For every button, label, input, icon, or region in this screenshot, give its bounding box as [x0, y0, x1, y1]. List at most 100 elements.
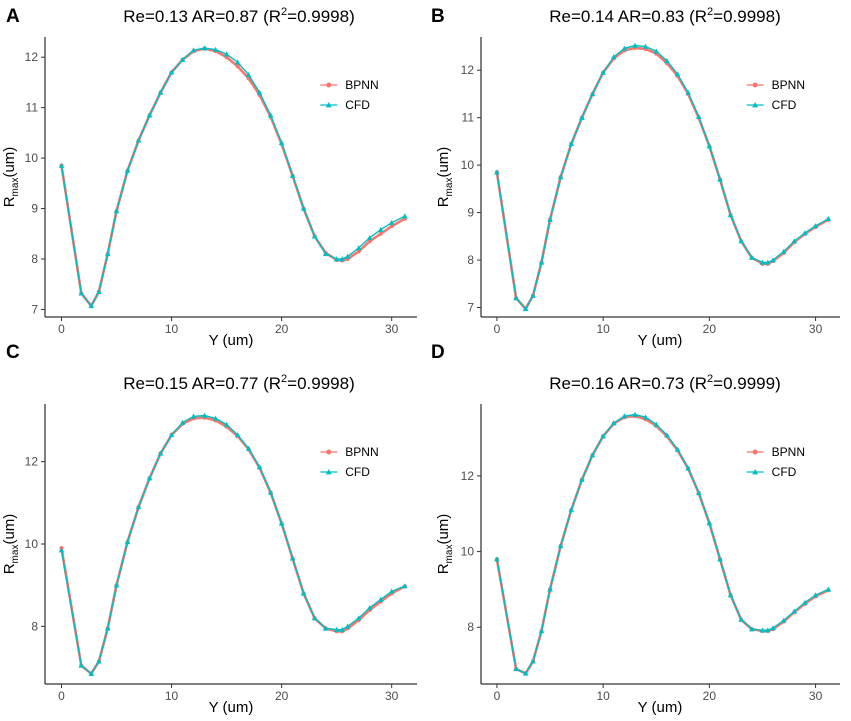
data-point-cfd [695, 113, 702, 119]
data-point-cfd [791, 608, 798, 614]
data-point-cfd [632, 42, 638, 48]
data-point-cfd [333, 256, 340, 262]
data-point-cfd [749, 254, 755, 260]
data-point-cfd [642, 414, 649, 420]
data-point-cfd [522, 306, 529, 312]
data-point-cfd [727, 212, 734, 218]
legend-label: BPNN [772, 78, 805, 92]
data-point-cfd [104, 625, 111, 631]
data-point-cfd [547, 216, 553, 222]
data-point-cfd [355, 615, 362, 621]
y-axis-title: Rmax(um) [1, 147, 21, 208]
legend-key-marker [752, 82, 758, 88]
y-tick-label: 8 [467, 620, 474, 634]
data-point-cfd [377, 596, 384, 602]
data-point-cfd [168, 432, 175, 438]
data-point-cfd [825, 215, 832, 222]
data-point-cfd [621, 413, 628, 419]
data-point-cfd [494, 556, 500, 562]
data-point-cfd [653, 421, 660, 427]
panel-b: B Re=0.14 AR=0.83 (R2=0.9998) 0 10 20 30 7 8 9 10… [431, 6, 840, 349]
data-point-cfd [589, 91, 596, 97]
legend-item-cfd: CFD [320, 98, 370, 112]
data-point-cfd [311, 615, 318, 621]
data-point-cfd [802, 599, 808, 605]
data-point-cfd [513, 295, 519, 301]
data-point-cfd [557, 543, 564, 549]
chart-title: Re=0.15 AR=0.77 (R2=0.9998) [123, 373, 355, 393]
chart-title: Re=0.14 AR=0.83 (R2=0.9998) [549, 6, 781, 26]
series-cfd [58, 412, 408, 676]
data-point-cfd [113, 582, 120, 588]
x-axis-title: Y (um) [638, 332, 683, 349]
data-point-cfd [759, 627, 766, 633]
data-point-cfd [402, 583, 408, 589]
data-point-cfd [245, 72, 252, 78]
data-point-cfd [96, 658, 102, 664]
data-point-cfd [685, 89, 691, 95]
data-point-cfd [88, 670, 95, 676]
data-point-cfd [190, 47, 197, 53]
data-point-cfd [706, 520, 713, 526]
series-cfd [58, 45, 408, 309]
data-point-cfd [706, 143, 713, 149]
data-point-bpnn [367, 239, 372, 244]
x-tick-label: 10 [596, 322, 610, 336]
x-tick-label: 20 [703, 689, 717, 703]
data-point-cfd [621, 45, 628, 51]
legend-item-bpnn: BPNN [320, 78, 379, 92]
data-point-cfd [96, 288, 102, 295]
x-tick-label: 10 [165, 322, 179, 336]
data-point-cfd [685, 465, 691, 471]
legend-label: BPNN [345, 78, 378, 92]
chart-title: Re=0.16 AR=0.73 (R2=0.9999) [549, 373, 781, 393]
legend-label: BPNN [345, 445, 378, 459]
data-point-cfd [759, 259, 766, 265]
chart-title: Re=0.13 AR=0.87 (R2=0.9998) [123, 6, 355, 26]
y-tick-label: 12 [25, 455, 39, 469]
data-point-cfd [538, 628, 545, 634]
data-point-cfd [770, 625, 776, 631]
panel-c: C Re=0.15 AR=0.77 (R2=0.9998) 0 10 20 30 8 10 12… [1, 342, 417, 716]
panel-letter: D [431, 342, 445, 363]
panel-a: A Re=0.13 AR=0.87 (R2=0.9998) 0 10 20 30 7 8 9 10… [1, 6, 417, 349]
data-point-cfd [695, 490, 702, 496]
y-tick-label: 11 [26, 101, 39, 115]
legend-label: CFD [772, 465, 797, 479]
data-point-cfd [135, 504, 142, 510]
legend-label: BPNN [772, 445, 805, 459]
panel-letter: A [6, 6, 20, 27]
data-point-cfd [610, 420, 617, 426]
data-point-cfd [104, 251, 111, 257]
y-tick-label: 8 [31, 619, 38, 633]
panel-letter: C [6, 342, 20, 363]
data-point-cfd [201, 412, 208, 418]
x-tick-label: 30 [809, 322, 823, 336]
data-point-cfd [256, 89, 263, 95]
data-point-cfd [124, 167, 131, 173]
data-point-cfd [749, 626, 755, 632]
data-point-cfd [344, 623, 351, 629]
data-point-cfd [825, 586, 832, 592]
data-point-cfd [642, 43, 649, 49]
legend-item-cfd: CFD [746, 98, 797, 112]
data-point-cfd [557, 174, 564, 180]
data-point-bpnn [356, 249, 361, 254]
data-point-cfd [333, 626, 340, 632]
legend-label: CFD [772, 98, 797, 112]
y-tick-label: 9 [31, 202, 38, 216]
series-cfd [494, 411, 832, 676]
data-point-cfd [780, 617, 787, 623]
legend-item-cfd: CFD [320, 465, 370, 479]
data-point-cfd [717, 556, 723, 562]
y-axis-title: Rmax(um) [435, 147, 455, 208]
x-tick-label: 10 [596, 689, 610, 703]
data-point-cfd [764, 627, 771, 633]
y-tick-label: 7 [467, 301, 474, 315]
data-point-cfd [58, 547, 65, 553]
data-point-cfd [780, 248, 787, 254]
x-tick-label: 20 [703, 322, 717, 336]
data-point-cfd [770, 257, 776, 263]
data-point-cfd [494, 169, 500, 175]
